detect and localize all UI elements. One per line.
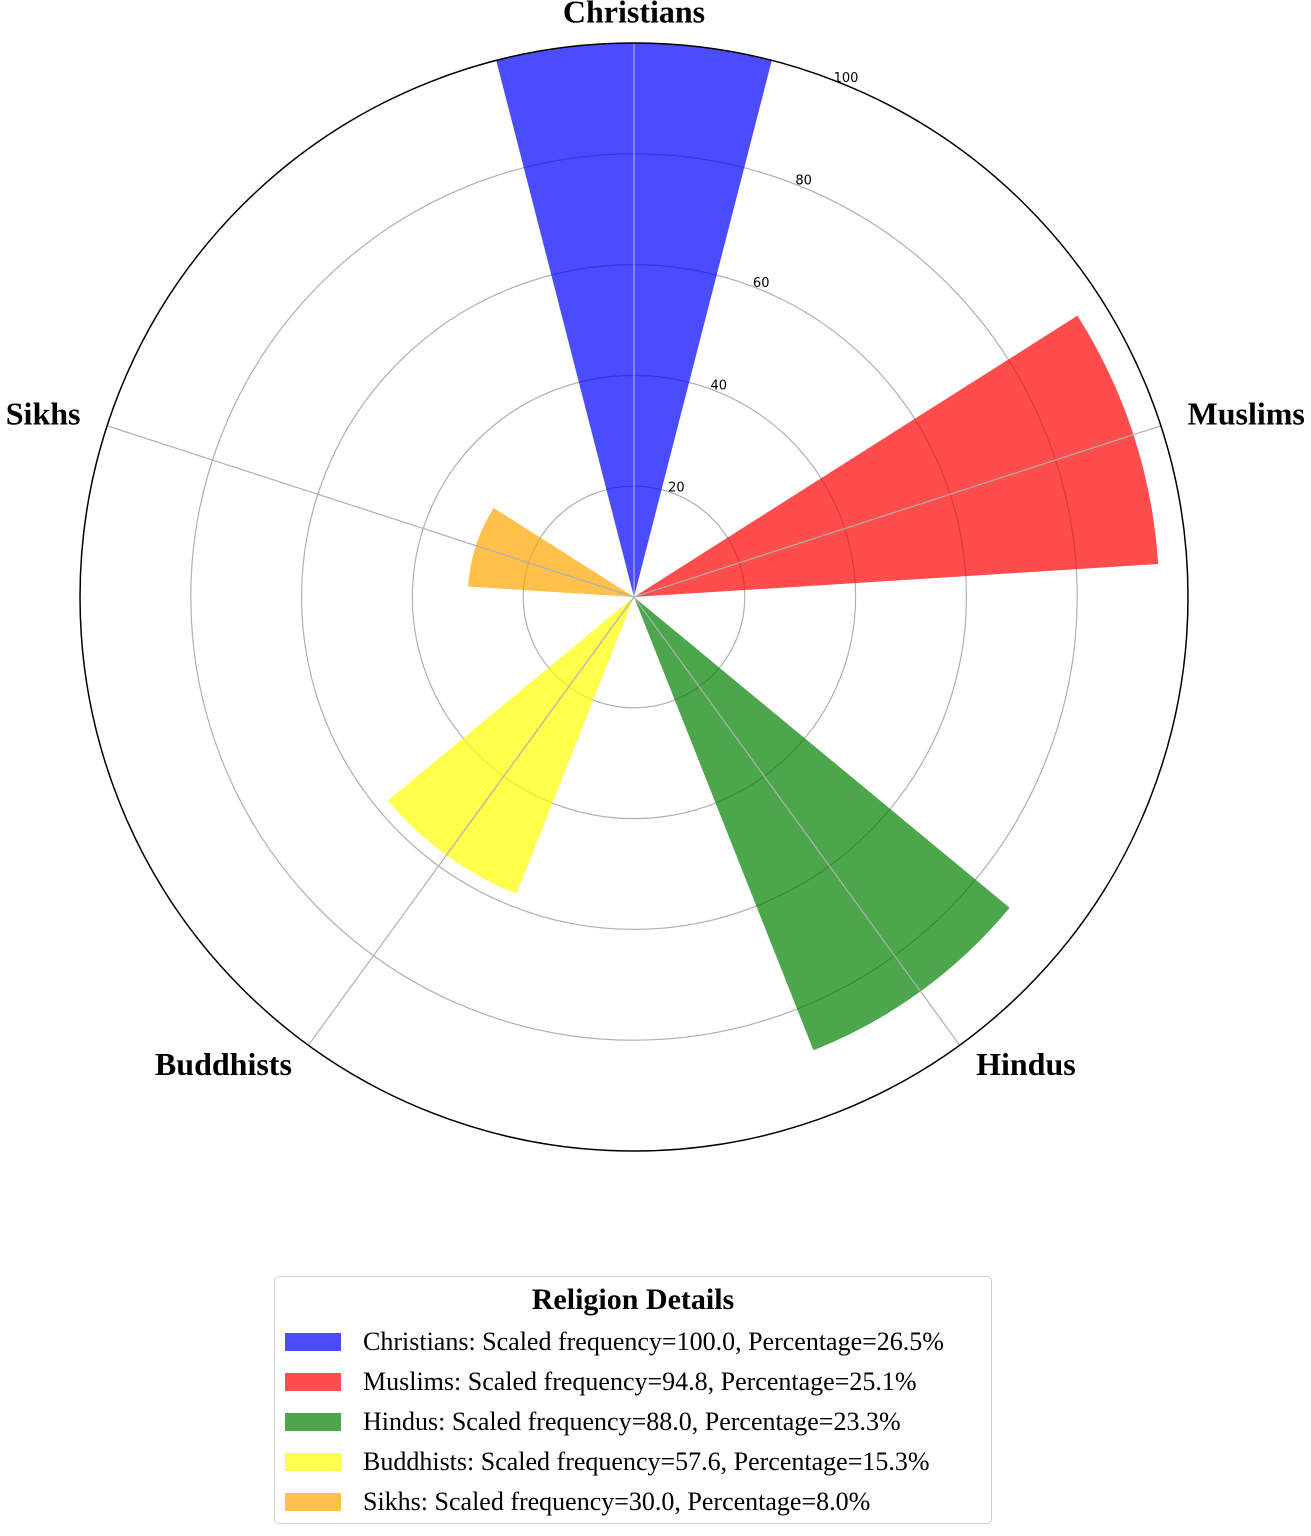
legend-swatch	[285, 1333, 341, 1351]
legend-label: Muslims: Scaled frequency=94.8, Percenta…	[363, 1367, 917, 1396]
category-label-sikhs: Sikhs	[6, 395, 81, 431]
legend-swatch	[285, 1413, 341, 1431]
legend: Religion Details Christians: Scaled freq…	[274, 1276, 992, 1524]
category-label-muslims: Muslims	[1188, 395, 1305, 431]
radial-tick-labels: 20 40 60 80 100	[668, 71, 858, 495]
legend-entry-sikhs: Sikhs: Scaled frequency=30.0, Percentage…	[285, 1485, 870, 1519]
spoke-line	[106, 425, 635, 598]
radial-tick-label: 60	[753, 276, 770, 291]
bar-muslims	[634, 315, 1159, 597]
radial-tick-label: 20	[668, 481, 685, 496]
category-label-christians: Christians	[563, 0, 705, 29]
outer-ring	[79, 42, 1189, 1152]
category-label-buddhists: Buddhists	[155, 1046, 292, 1082]
bars	[388, 42, 1159, 1051]
radial-tick-label: 80	[795, 174, 812, 189]
bar-sikhs	[468, 507, 634, 597]
bar-hindus	[634, 597, 1010, 1051]
legend-entry-buddhists: Buddhists: Scaled frequency=57.6, Percen…	[285, 1445, 930, 1479]
spoke-line	[633, 425, 1162, 598]
bar-buddhists	[388, 597, 634, 894]
legend-swatch	[285, 1373, 341, 1391]
category-labels: Christians Muslims Hindus Buddhists Sikhs	[6, 0, 1305, 1082]
legend-label: Hindus: Scaled frequency=88.0, Percentag…	[363, 1407, 901, 1436]
spoke-line	[633, 596, 961, 1046]
legend-entry-hindus: Hindus: Scaled frequency=88.0, Percentag…	[285, 1405, 901, 1439]
legend-entry-muslims: Muslims: Scaled frequency=94.8, Percenta…	[285, 1365, 917, 1399]
angular-gridlines	[106, 43, 1162, 1046]
radial-tick-label: 100	[834, 71, 859, 86]
radial-tick-label: 40	[711, 378, 728, 393]
legend-swatch	[285, 1493, 341, 1511]
legend-entry-christians: Christians: Scaled frequency=100.0, Perc…	[285, 1325, 944, 1359]
legend-label: Buddhists: Scaled frequency=57.6, Percen…	[363, 1447, 930, 1476]
legend-swatch	[285, 1453, 341, 1471]
legend-label: Christians: Scaled frequency=100.0, Perc…	[363, 1327, 944, 1356]
legend-label: Sikhs: Scaled frequency=30.0, Percentage…	[363, 1487, 871, 1516]
category-label-hindus: Hindus	[976, 1046, 1076, 1082]
legend-title: Religion Details	[531, 1283, 735, 1316]
spoke-line	[307, 596, 635, 1046]
